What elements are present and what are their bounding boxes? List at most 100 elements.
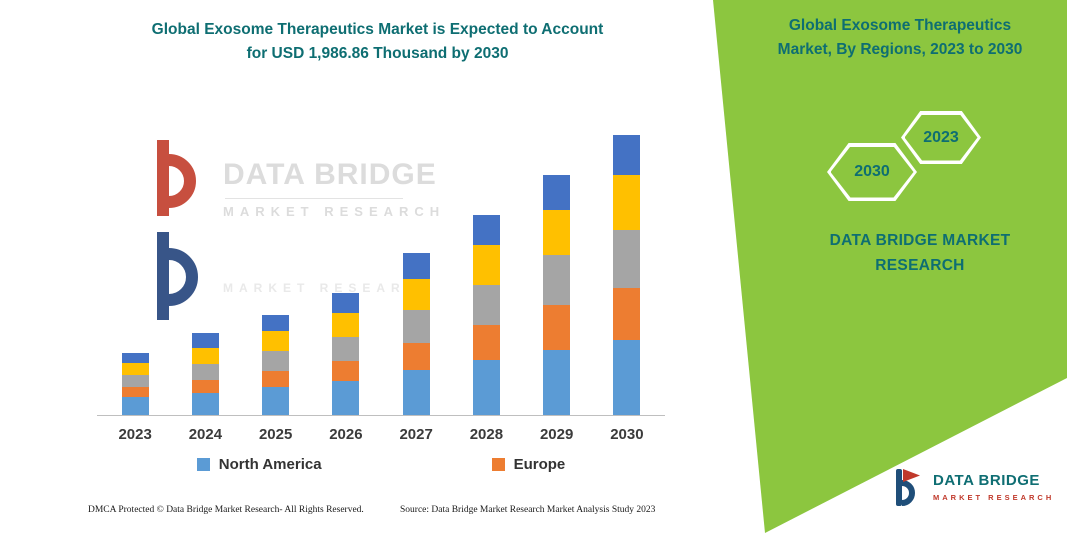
bar-segment [543, 210, 571, 255]
x-label-2024: 2024 [188, 426, 223, 443]
bar-segment [262, 315, 290, 331]
hexagon-2030: 2030 [827, 143, 917, 201]
bar-segment [191, 364, 219, 380]
x-label-2026: 2026 [329, 426, 363, 443]
hexagon-2030-label: 2030 [854, 163, 890, 180]
bar-segment [613, 340, 641, 415]
source-footer-text: Source: Data Bridge Market Research Mark… [400, 505, 656, 515]
watermark-divider [225, 198, 403, 199]
bar-segment [191, 380, 219, 393]
data-bridge-logo: DATA BRIDGE MARKET RESEARCH [891, 466, 1054, 510]
hexagon-2023-fill [904, 114, 978, 161]
bar-cell-2030 [592, 135, 662, 415]
bar-segment [262, 387, 290, 415]
hexagon-2023-label: 2023 [923, 128, 959, 146]
bar-segment [262, 371, 290, 387]
bar-segment [402, 253, 430, 279]
panel-title: Global Exosome Therapeutics Market, By R… [745, 14, 1055, 62]
bar-segment [402, 343, 430, 370]
bar-segment [543, 305, 571, 350]
bar-segment [472, 285, 500, 325]
bar-cell-2028 [451, 215, 521, 415]
bar-segment [332, 337, 360, 361]
bar-segment [332, 313, 360, 337]
x-label-2025: 2025 [258, 426, 293, 443]
watermark-sub-faint: MARKET RESEARCH [223, 281, 436, 295]
bar-segment [191, 393, 219, 415]
data-bridge-logo-icon [896, 469, 920, 506]
bar-segment [121, 363, 149, 375]
bar-segment [402, 279, 430, 310]
bar-cell-2026 [311, 293, 381, 415]
bar-segment [332, 293, 360, 313]
bar-segment [332, 381, 360, 415]
x-label-2023: 2023 [118, 426, 152, 443]
bar-cell-2029 [522, 175, 592, 415]
watermark: DATA BRIDGE MARKET RESEARCH MARKET RESEA… [133, 136, 445, 328]
logo-name: DATA BRIDGE [933, 472, 1040, 489]
x-label-2029: 2029 [539, 426, 574, 443]
panel-brand-line1: DATA BRIDGE MARKET [829, 232, 1011, 249]
bar-segment [121, 387, 149, 397]
bar-segment [121, 375, 149, 387]
watermark-sub: MARKET RESEARCH [223, 204, 446, 219]
bar-segment [613, 135, 641, 175]
legend-swatch [491, 458, 505, 471]
bar-2027 [402, 253, 430, 415]
bar-segment [402, 310, 430, 343]
chart-title-line2: for USD 1,986.86 Thousand by 2030 [246, 45, 509, 62]
bar-segment [472, 245, 500, 285]
bar-segment [472, 215, 500, 245]
chart-title: Global Exosome Therapeutics Market is Ex… [85, 18, 670, 66]
x-label-2030: 2030 [610, 426, 644, 443]
bar-segment [613, 230, 641, 288]
bar-cell-2024 [170, 333, 240, 415]
panel-brand-text: DATA BRIDGE MARKET RESEARCH [770, 228, 1067, 278]
bar-segment [262, 351, 290, 371]
bar-2029 [543, 175, 571, 415]
legend-item: North America [196, 456, 322, 473]
bar-segment [262, 331, 290, 351]
bar-segment [543, 175, 571, 210]
x-axis-labels: 2023 2024 2025 2026 2027 2028 2029 2030 [100, 426, 662, 443]
bar-segment [543, 255, 571, 305]
panel-brand-line2: RESEARCH [875, 257, 965, 274]
watermark-brand: DATA BRIDGE [223, 158, 437, 191]
panel-title-line1: Global Exosome Therapeutics [788, 17, 1012, 34]
bar-cell-2025 [241, 315, 311, 415]
logo-subtitle: MARKET RESEARCH [933, 493, 1055, 502]
bar-segment [332, 361, 360, 381]
bar-segment [613, 288, 641, 340]
bar-cell-2023 [100, 353, 170, 415]
bar-segment [402, 370, 430, 415]
bar-segment [472, 360, 500, 415]
bar-segment [191, 333, 219, 348]
bar-segment [121, 353, 149, 363]
bar-segment [543, 350, 571, 415]
bar-segment [191, 348, 219, 364]
data-bridge-watermark-logo-icon [157, 140, 198, 320]
bar-2024 [191, 333, 219, 415]
watermark-text: DATA BRIDGE MARKET RESEARCH MARKET RESEA… [223, 136, 445, 328]
panel-title-line2: Market, By Regions, 2023 to 2030 [777, 41, 1023, 58]
bar-2023 [121, 353, 149, 415]
data-bridge-logo-text: DATA BRIDGE MARKET RESEARCH [933, 466, 1054, 502]
bar-2025 [262, 315, 290, 415]
x-label-2028: 2028 [469, 426, 504, 443]
legend-swatch [196, 458, 210, 471]
x-axis-line [97, 415, 665, 416]
legend-item: Europe [491, 456, 566, 473]
x-label-2027: 2027 [399, 426, 433, 443]
hexagon-2030-fill [830, 146, 914, 198]
bar-segment [121, 397, 149, 415]
bar-cell-2027 [381, 253, 451, 415]
bar-2026 [332, 293, 360, 415]
bar-2030 [613, 135, 641, 415]
legend: North America Europe [100, 456, 662, 473]
bar-2028 [472, 215, 500, 415]
bars-row [100, 115, 662, 415]
legend-label: Europe [513, 456, 566, 473]
chart-title-line1: Global Exosome Therapeutics Market is Ex… [151, 21, 604, 38]
bar-segment [472, 325, 500, 360]
